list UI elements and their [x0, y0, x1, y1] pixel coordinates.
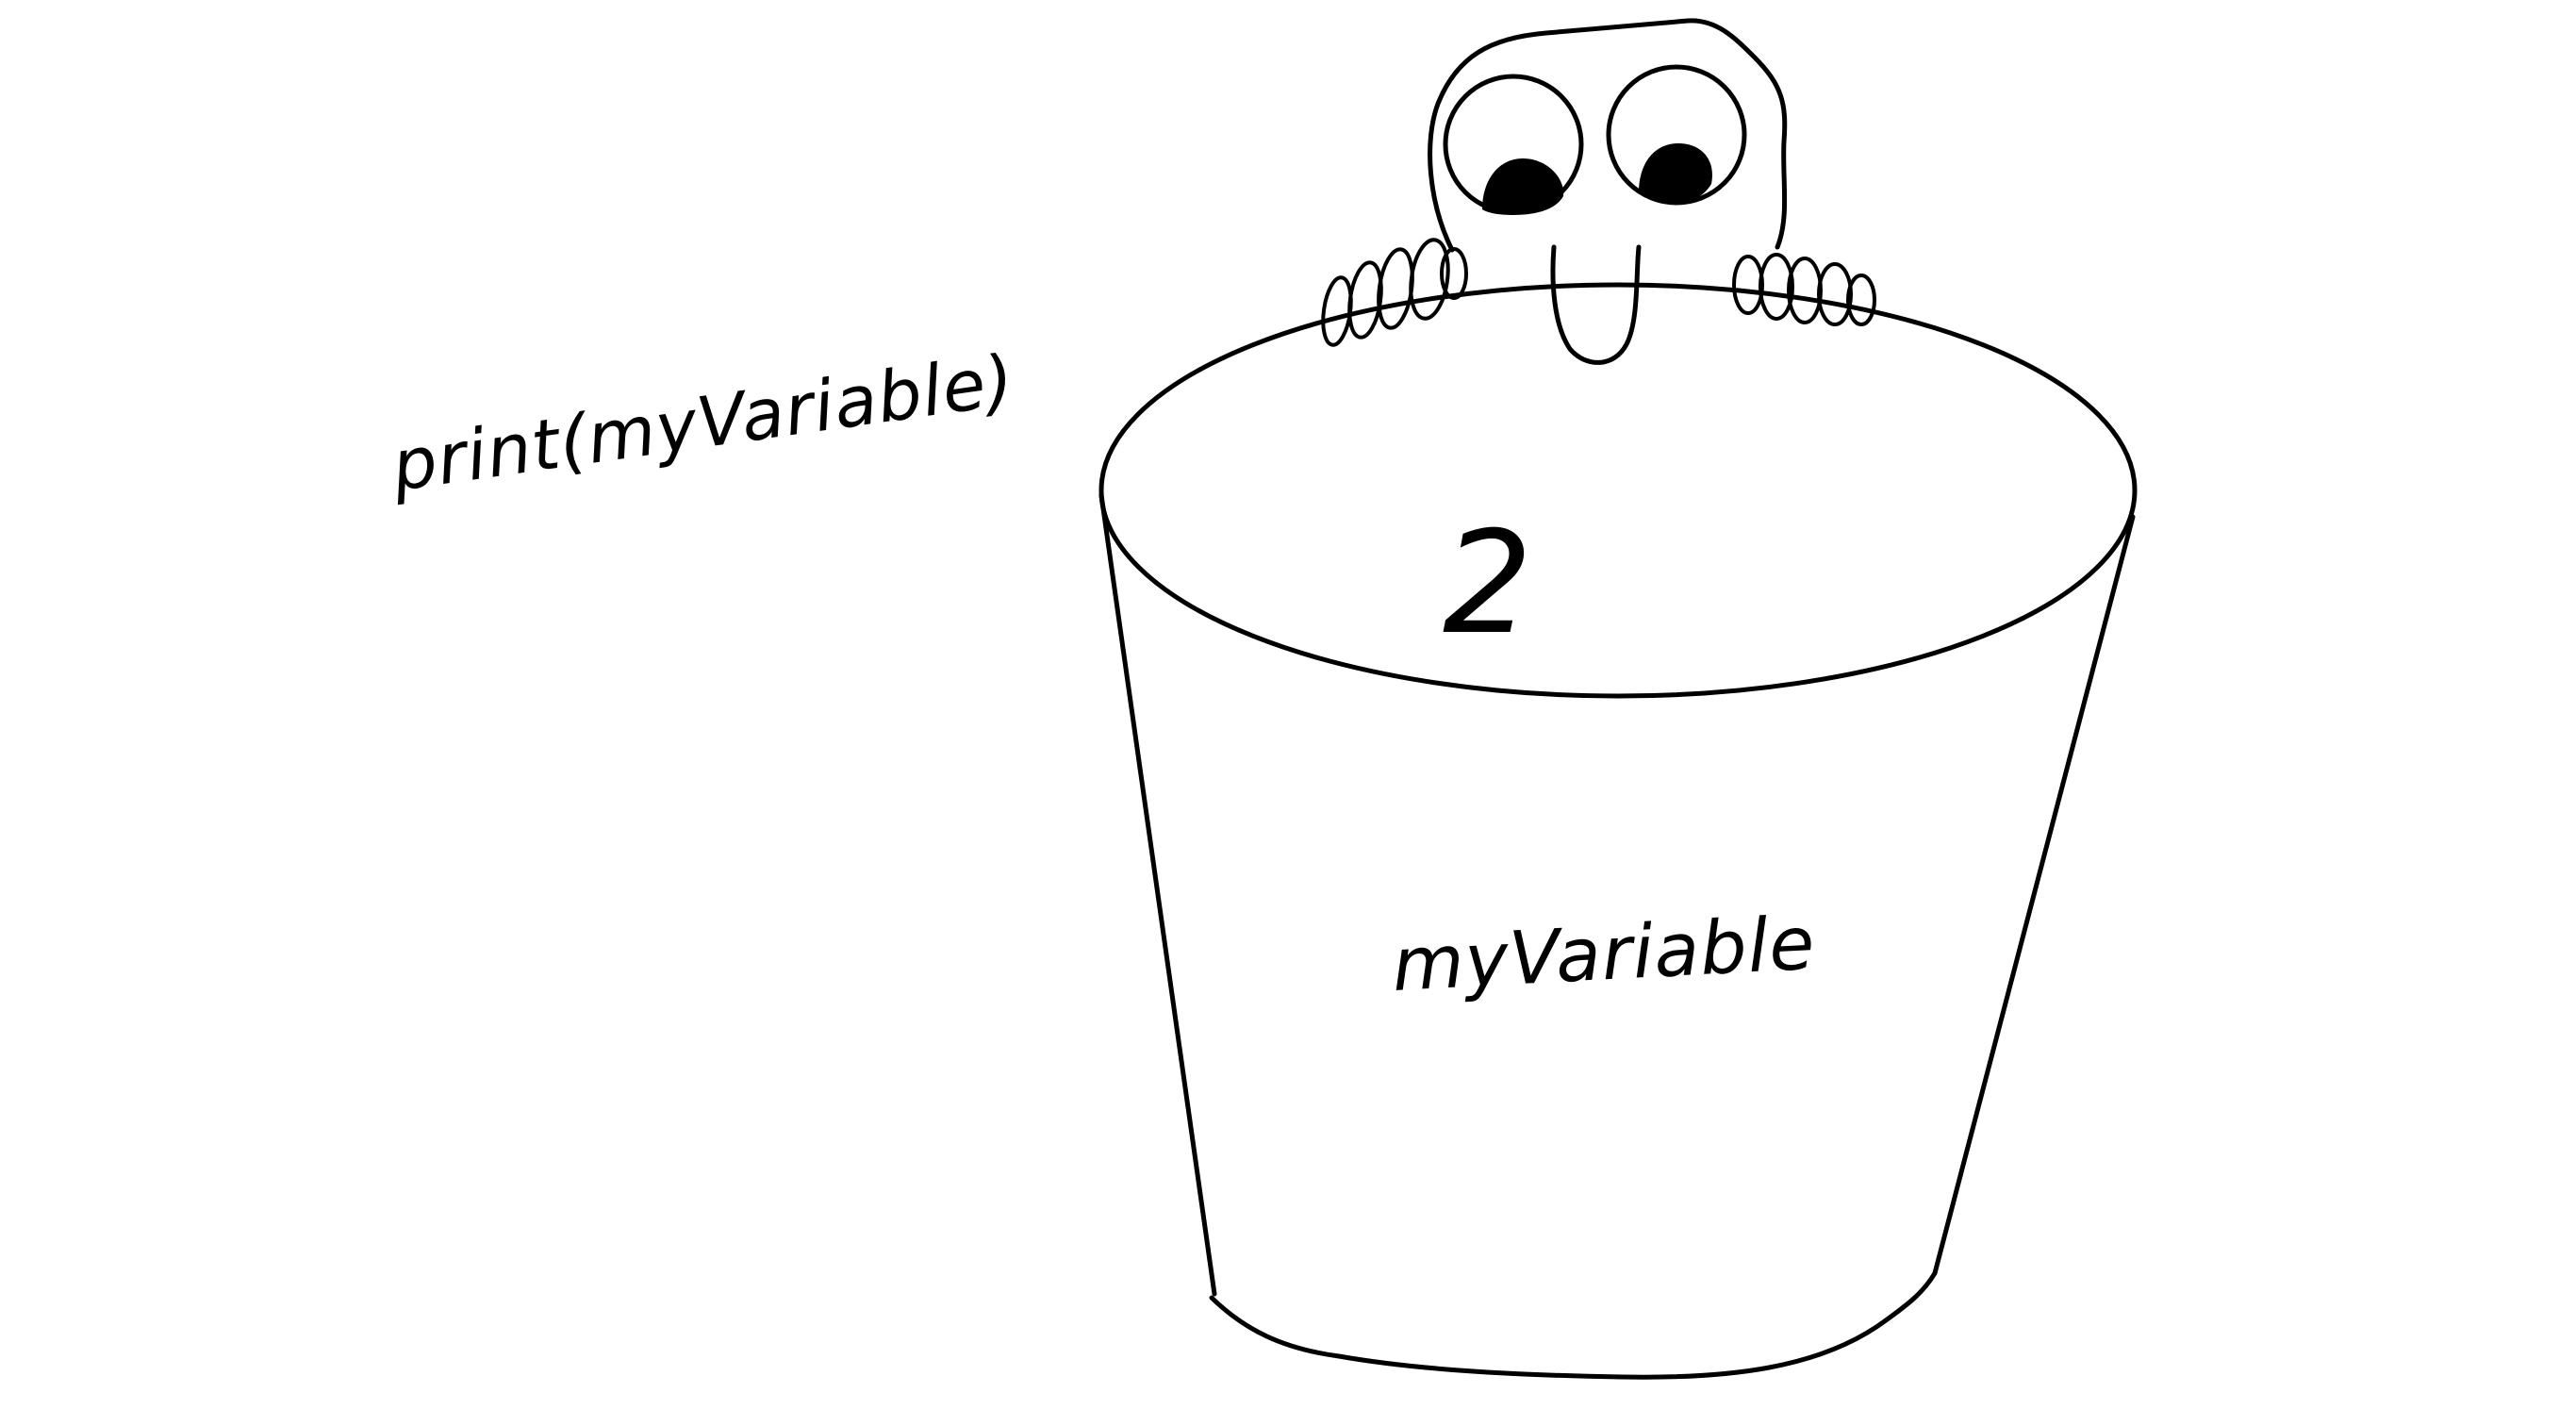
peeking-creature [1321, 18, 1876, 365]
creature-left-hand [1321, 238, 1468, 347]
left-finger-5 [1440, 247, 1468, 300]
creature-right-hand [1732, 253, 1876, 326]
print-statement-text: print(myVariable) [387, 340, 1020, 507]
bucket-left-wall [1098, 492, 1217, 1297]
bucket-rim [1098, 282, 2138, 699]
right-finger-4 [1817, 262, 1853, 326]
bucket-value-text: 2 [1443, 502, 1532, 666]
creature-left-pupil [1482, 158, 1564, 215]
creature-nose [1550, 244, 1642, 365]
right-finger-2 [1759, 253, 1794, 321]
right-finger-1 [1732, 255, 1764, 315]
creature-head [1428, 18, 1788, 253]
left-finger-4 [1409, 238, 1450, 321]
bucket-label-text: myVariable [1390, 902, 1817, 1008]
bucket-bottom [1209, 1270, 1938, 1380]
bucket-right-wall [1932, 514, 2136, 1276]
creature-right-pupil [1639, 143, 1712, 205]
right-finger-5 [1846, 274, 1876, 326]
bucket [1098, 282, 2138, 1380]
